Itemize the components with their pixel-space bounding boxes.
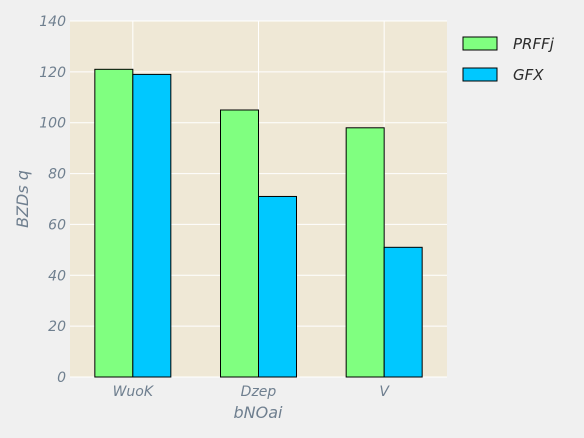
y-tick-label: 40 — [48, 268, 66, 284]
x-axis-ticks: WuoK Dzep V — [113, 384, 391, 400]
y-tick-label: 20 — [48, 319, 66, 335]
y-axis-ticks: 0 20 40 60 80 100 120 140 — [39, 14, 66, 386]
y-tick-label: 100 — [39, 116, 66, 132]
y-axis-label: BZDs q — [13, 170, 32, 228]
bar-gfx-v — [383, 246, 423, 378]
legend-swatch-prffj — [462, 36, 498, 51]
bar-prffj-v — [345, 127, 385, 378]
legend-swatch-gfx — [462, 67, 498, 82]
y-tick-label: 80 — [48, 167, 66, 183]
y-tick-label: 0 — [57, 370, 66, 386]
y-tick-label: 120 — [39, 65, 66, 81]
x-tick-label: V — [379, 384, 390, 400]
x-axis-label: bNOai — [234, 403, 284, 422]
x-tick-label: WuoK — [113, 384, 155, 400]
legend-label-prffj: PRFFj — [513, 35, 555, 53]
y-tick-label: 60 — [48, 217, 66, 233]
x-tick-label: Dzep — [241, 384, 277, 400]
y-tick-label: 140 — [39, 14, 66, 30]
bar-prffj-dzep — [220, 109, 259, 378]
bar-prffj-wuok — [94, 68, 134, 378]
bar-gfx-dzep — [258, 195, 297, 378]
legend: PRFFj GFX — [462, 35, 555, 84]
bars-group — [94, 68, 423, 378]
legend-label-gfx: GFX — [513, 66, 544, 84]
bar-gfx-wuok — [132, 73, 172, 378]
